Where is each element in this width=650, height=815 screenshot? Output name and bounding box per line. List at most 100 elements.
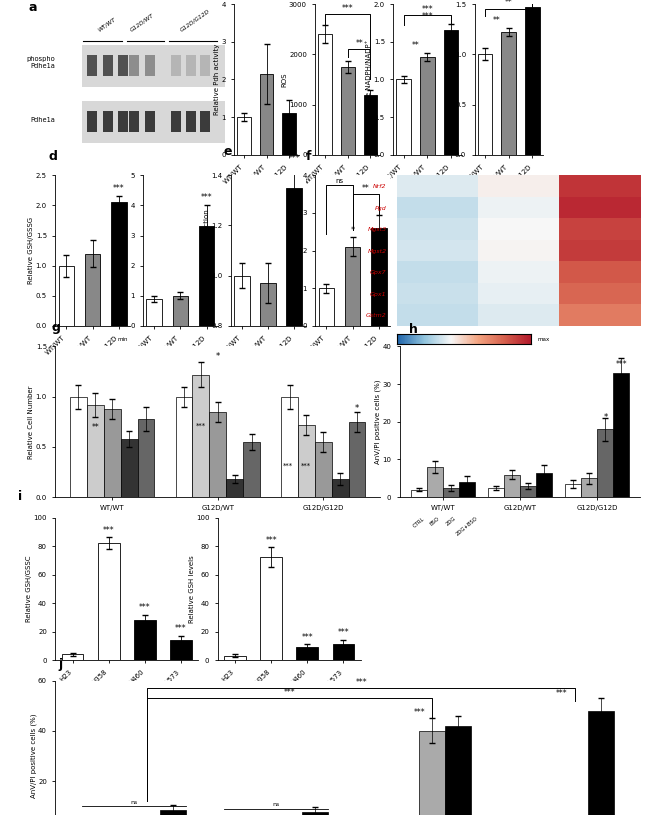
Text: ns: ns — [335, 178, 344, 183]
Y-axis label: Relative GSH/GSSG: Relative GSH/GSSG — [29, 217, 34, 284]
Text: BSO: BSO — [429, 516, 441, 526]
Text: HET: HET — [246, 689, 260, 694]
Text: ns: ns — [130, 800, 137, 805]
Text: d: d — [48, 150, 57, 163]
Text: i: i — [18, 491, 23, 504]
Bar — [176, 397, 192, 497]
Text: ***: *** — [413, 708, 425, 717]
Bar — [87, 55, 97, 77]
Text: f: f — [306, 150, 311, 163]
Bar — [581, 478, 597, 497]
Y-axis label: H₂O₂ Surviving Fraction: H₂O₂ Surviving Fraction — [204, 209, 210, 292]
Text: e: e — [224, 145, 232, 158]
Bar — [62, 654, 83, 660]
Bar — [70, 397, 87, 497]
Text: min: min — [118, 337, 129, 341]
Bar — [588, 711, 614, 815]
Y-axis label: Relative GSH levels: Relative GSH levels — [188, 555, 194, 623]
Bar — [160, 810, 186, 815]
Bar — [260, 284, 276, 527]
Text: ***: *** — [356, 678, 367, 687]
Bar — [298, 425, 315, 497]
Bar — [333, 645, 354, 660]
Text: WT/WT: WT/WT — [97, 17, 117, 33]
Bar — [118, 111, 127, 132]
Bar — [302, 813, 328, 815]
Text: j: j — [58, 658, 62, 671]
Bar — [98, 543, 120, 660]
Text: Low GLN: Low GLN — [136, 519, 156, 537]
Bar — [146, 299, 162, 326]
Bar — [172, 296, 188, 326]
Text: *: * — [355, 403, 359, 412]
Bar — [315, 442, 332, 497]
Bar — [566, 484, 581, 497]
Bar — [87, 111, 97, 132]
Text: Pdhe1a: Pdhe1a — [31, 117, 55, 123]
Bar — [111, 202, 127, 326]
Text: ***: *** — [283, 463, 293, 469]
Bar — [200, 111, 210, 132]
Text: ***: *** — [556, 689, 567, 698]
Text: h: h — [409, 324, 417, 336]
Bar — [445, 725, 471, 815]
Text: ***: *** — [422, 5, 433, 14]
Bar — [243, 442, 260, 497]
Y-axis label: Relative NADPH levels: Relative NADPH levels — [448, 41, 454, 118]
Text: **: ** — [356, 39, 363, 48]
Bar — [501, 33, 516, 155]
Bar — [318, 34, 332, 155]
Bar — [459, 482, 474, 497]
Bar — [261, 557, 282, 660]
Bar — [344, 247, 361, 326]
Y-axis label: Relative GSH/GSSC: Relative GSH/GSSC — [26, 556, 32, 622]
Bar — [87, 405, 104, 497]
Bar — [224, 656, 246, 660]
Text: ***: *** — [337, 628, 349, 637]
Text: ns: ns — [273, 803, 280, 808]
Bar — [82, 100, 226, 143]
Bar — [192, 375, 209, 497]
Text: ***: *** — [422, 12, 433, 21]
Text: ***: *** — [284, 688, 296, 697]
Text: ***: *** — [175, 624, 187, 633]
Text: ***: *** — [196, 423, 206, 429]
Y-axis label: ROS: ROS — [281, 73, 287, 86]
Text: ***: *** — [139, 602, 151, 611]
Text: Low GLC: Low GLC — [86, 519, 105, 536]
Bar — [363, 95, 377, 155]
Text: *: * — [350, 226, 355, 235]
Bar — [488, 487, 504, 497]
Bar — [504, 474, 520, 497]
Bar — [209, 412, 226, 497]
Y-axis label: Relative GSH levels: Relative GSH levels — [123, 217, 129, 284]
Bar — [84, 253, 101, 326]
Bar — [296, 647, 318, 660]
Bar — [129, 111, 139, 132]
Text: HET: HET — [84, 689, 98, 694]
Bar — [103, 55, 112, 77]
Bar — [172, 55, 181, 77]
Text: max: max — [538, 337, 549, 341]
Bar — [478, 55, 492, 155]
Text: HOM: HOM — [317, 689, 333, 694]
Text: **: ** — [493, 16, 500, 25]
Bar — [118, 55, 127, 77]
Text: CTRL: CTRL — [412, 516, 425, 528]
Bar — [138, 419, 155, 497]
Text: 2DG: 2DG — [445, 516, 456, 527]
Text: 2DG: 2DG — [124, 519, 135, 530]
Text: ***: *** — [302, 463, 311, 469]
Text: ***: *** — [201, 193, 213, 202]
Bar — [199, 227, 215, 326]
Text: ***: *** — [289, 154, 300, 163]
Text: 2DG+BSO: 2DG+BSO — [455, 516, 478, 537]
Y-axis label: AnV/PI positive cells (%): AnV/PI positive cells (%) — [374, 380, 381, 464]
Bar — [187, 55, 196, 77]
Text: *: * — [603, 412, 608, 421]
Bar — [200, 55, 210, 77]
Bar — [525, 7, 540, 155]
Text: G12D/G12D: G12D/G12D — [179, 8, 211, 33]
Bar — [145, 111, 155, 132]
Bar — [145, 55, 155, 77]
